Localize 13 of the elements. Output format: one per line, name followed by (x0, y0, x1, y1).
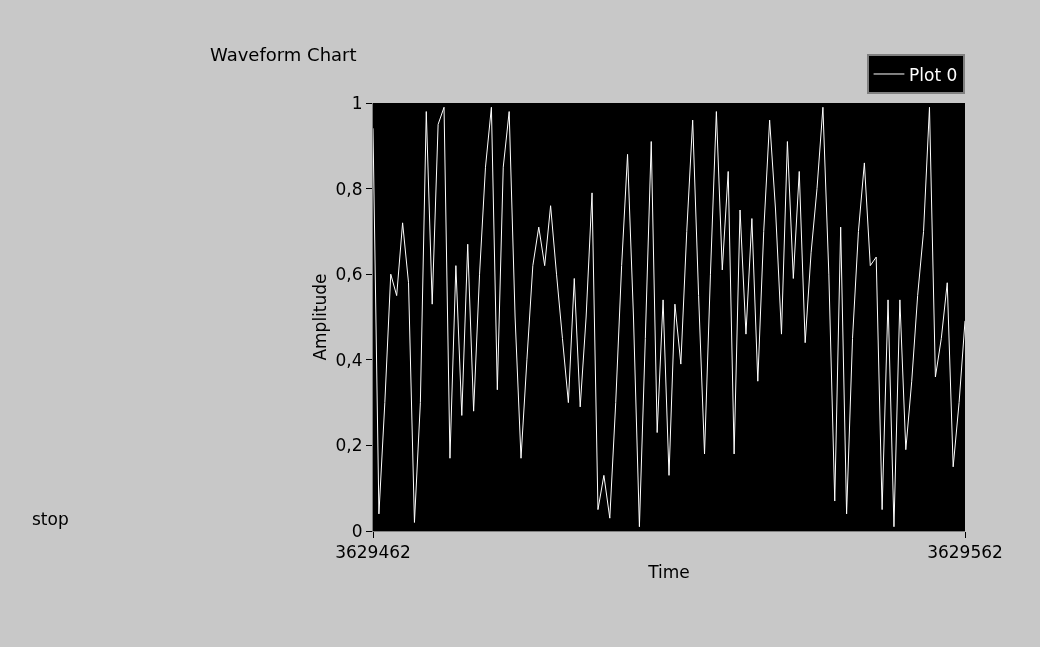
y-tick-label: 0,6 (335, 264, 363, 285)
y-tick-label: 0,2 (335, 435, 363, 456)
x-tick-label: 3629562 (927, 542, 1003, 563)
x-tick-label: 3629462 (335, 542, 411, 563)
y-tick-label: 1 (351, 92, 363, 113)
y-tick-label: 0 (351, 520, 363, 541)
chart-title: Waveform Chart (210, 44, 357, 66)
legend-label: Plot 0 (909, 64, 958, 85)
y-axis-title: Amplitude (310, 273, 331, 361)
x-axis-title: Time (647, 561, 690, 582)
text: stop (32, 509, 69, 529)
y-tick-label: 0,8 (335, 178, 363, 199)
y-tick-label: 0,4 (335, 349, 363, 370)
